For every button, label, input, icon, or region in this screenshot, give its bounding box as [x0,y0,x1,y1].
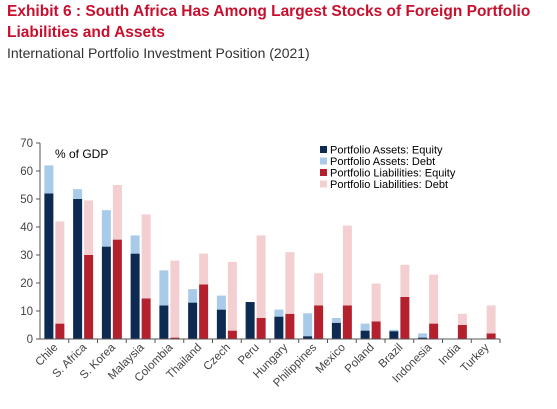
bar-liabilities-debt [84,200,94,255]
legend-swatch [320,146,327,153]
x-tick-label: Czech [201,342,233,374]
unit-label: % of GDP [55,147,108,161]
y-tick-label: 20 [20,278,33,290]
bar-liabilities-equity [112,239,122,339]
bar-assets-equity [331,322,341,339]
bar-liabilities-equity [429,323,439,339]
bar-liabilities-equity [400,297,410,339]
legend-label: Portfolio Liabilities: Debt [330,179,448,191]
y-ticks: 0 10 20 30 40 50 60 70 [20,138,40,346]
bar-liabilities-debt [457,313,467,325]
bar-liabilities-equity [227,330,237,339]
bar-assets-debt [360,323,370,331]
bar-assets-equity [245,302,255,339]
bar-assets-debt [130,235,140,254]
bar-liabilities-debt [199,253,209,285]
bar-liabilities-debt [429,274,439,324]
bar-assets-equity [274,316,284,339]
bar-assets-equity [44,193,54,339]
chart-subtitle: International Portfolio Investment Posit… [7,45,310,61]
legend-swatch [320,180,327,188]
bar-liabilities-equity [55,323,65,339]
bar-assets-equity [130,253,140,339]
x-tick-label: Turkey [459,341,492,374]
bar-liabilities-equity [170,337,180,339]
chart-title: Exhibit 6 : South Africa Has Among Large… [7,3,531,41]
bar-liabilities-equity [371,321,381,339]
bar-liabilities-equity [199,284,209,339]
bar-assets-equity [389,331,399,339]
bar-assets-debt [274,309,284,317]
bar-assets-debt [418,333,428,338]
bar-assets-equity [303,336,313,339]
y-tick-label: 60 [20,166,33,178]
bar-liabilities-debt [400,264,410,297]
bar-assets-debt [101,210,111,247]
bar-liabilities-debt [342,225,352,306]
bar-liabilities-debt [256,235,266,318]
bar-liabilities-debt [170,260,180,338]
bar-liabilities-equity [84,255,94,339]
bar-assets-debt [303,313,313,337]
bar-assets-equity [188,302,198,339]
bar-assets-equity [73,199,83,339]
bar-assets-debt [44,165,54,194]
x-tick-label: Mexico [314,342,348,376]
bar-assets-debt [331,318,341,323]
bar-liabilities-equity [342,305,352,339]
bar-liabilities-debt [285,252,295,314]
bar-liabilities-equity [285,313,295,339]
legend-swatch [320,157,327,165]
bar-liabilities-debt [141,214,151,299]
y-tick-label: 50 [20,194,33,206]
bar-liabilities-equity [314,305,324,339]
bar-assets-equity [101,246,111,339]
bar-liabilities-debt [55,221,65,324]
bar-liabilities-equity [486,333,496,339]
bar-liabilities-debt [112,185,122,240]
bar-assets-debt [159,270,169,306]
legend-label: Portfolio Liabilities: Equity [330,168,456,180]
bar-assets-equity [216,309,226,339]
bar-liabilities-debt [371,283,381,322]
bar-liabilities-debt [314,273,324,306]
bar-assets-equity [418,337,428,339]
x-tick-label: Poland [343,342,377,376]
y-tick-label: 0 [27,334,33,346]
bar-liabilities-equity [457,325,467,339]
bar-assets-debt [188,289,198,303]
y-tick-label: 70 [20,138,33,150]
legend-label: Portfolio Assets: Equity [330,145,443,157]
bar-liabilities-debt [227,262,237,331]
bar-liabilities-debt [486,305,496,334]
bars-layer [44,165,496,339]
x-tick-label: Peru [236,342,262,368]
bar-assets-debt [216,295,226,310]
x-tick-label: India [437,341,464,368]
bar-assets-debt [73,189,83,199]
legend-label: Portfolio Assets: Debt [330,156,435,168]
y-tick-label: 40 [20,222,33,234]
bar-assets-equity [360,330,370,339]
bar-assets-equity [159,305,169,339]
legend-swatch [320,169,327,176]
bar-assets-debt [389,329,399,332]
bar-liabilities-equity [256,318,266,339]
y-tick-label: 10 [20,306,33,318]
y-tick-label: 30 [20,250,33,262]
bar-liabilities-equity [141,298,151,339]
